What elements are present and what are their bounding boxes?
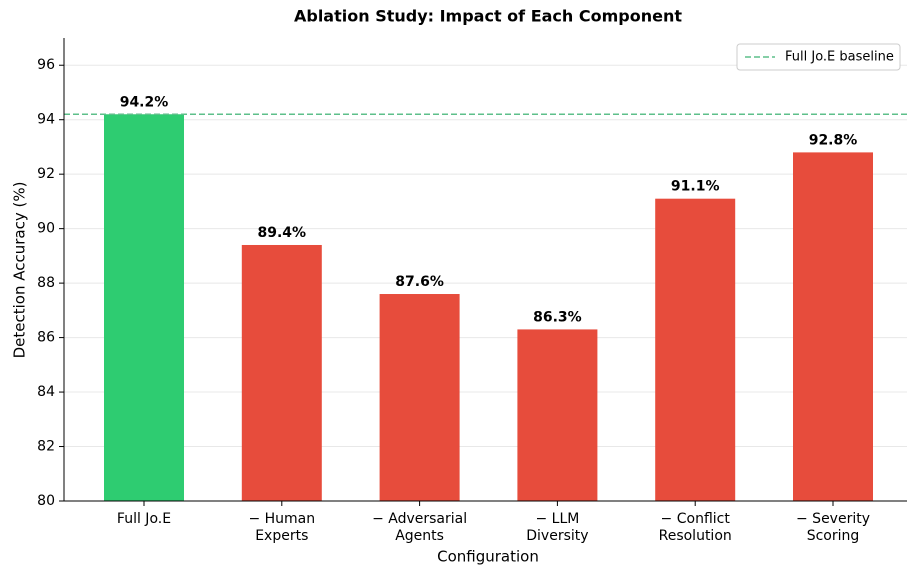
x-tick-label-line: Experts [255,528,308,544]
x-tick-label-line: Scoring [807,528,860,544]
x-tick-label-line: − Severity [796,511,870,527]
legend-label: Full Jo.E baseline [785,50,894,65]
bar [793,152,873,501]
bar [379,294,460,501]
y-tick-label: 82 [37,439,55,455]
x-tick-label-line: Agents [395,528,444,544]
y-tick-label: 80 [37,493,55,509]
legend [736,43,901,71]
x-tick-label-line: Diversity [526,528,588,544]
data-label: 86.3% [533,309,582,325]
x-tick-label: − Adversarial Agents [372,511,467,544]
y-tick-label: 84 [37,384,55,400]
y-tick-label: 94 [37,112,55,128]
data-label: 87.6% [395,274,444,290]
x-tick-label-line: Full Jo.E [117,511,171,527]
y-axis-label: Detection Accuracy (%) [11,182,29,359]
x-tick-label: − Conflict Resolution [659,511,732,544]
x-tick-label: − Severity Scoring [796,511,870,544]
x-tick-label: − Human Experts [248,511,315,544]
bar [517,329,598,501]
y-tick-label: 90 [37,221,55,237]
y-tick-label: 92 [37,166,55,182]
x-tick-label-line: − Conflict [661,511,731,527]
x-tick-label: − LLM Diversity [526,511,588,544]
data-label: 94.2% [120,94,169,110]
x-tick-label-line: − Human [248,511,315,527]
bar [655,198,736,501]
y-tick-label: 86 [37,330,55,346]
x-axis-label: Configuration [437,548,539,566]
bar [241,244,322,502]
chart-title: Ablation Study: Impact of Each Component [294,7,682,26]
data-label: 89.4% [258,225,307,241]
y-tick-label: 88 [37,275,55,291]
x-tick-label-line: − LLM [535,511,579,527]
y-tick-label: 96 [37,57,55,73]
bar [104,114,184,502]
data-label: 92.8% [809,132,858,148]
x-tick-label-line: Resolution [659,528,732,544]
x-tick-label: Full Jo.E [117,511,171,527]
data-label: 91.1% [671,179,720,195]
x-tick-label-line: − Adversarial [372,511,467,527]
